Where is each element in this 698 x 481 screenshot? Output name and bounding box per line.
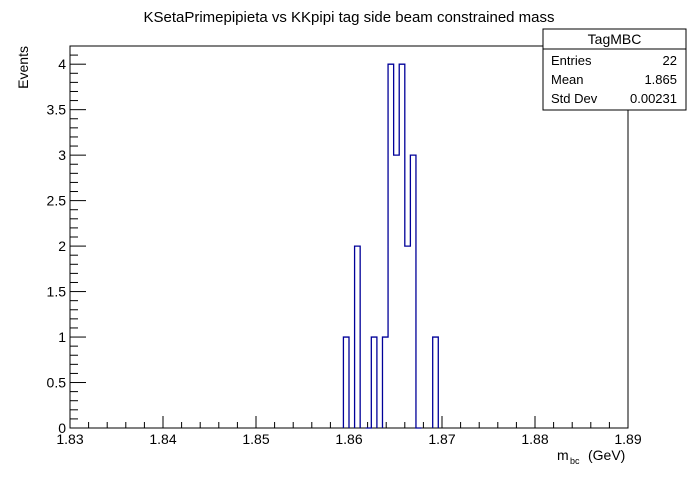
y-tick-label: 2 — [58, 238, 66, 254]
stats-mean-value: 1.865 — [644, 72, 677, 87]
stats-entries-value: 22 — [663, 53, 677, 68]
x-axis-label: m bc (GeV) — [557, 447, 625, 466]
x-tick-label: 1.83 — [56, 431, 83, 447]
chart-title: KSetaPrimepipieta vs KKpipi tag side bea… — [143, 9, 554, 26]
histogram-bin — [410, 155, 416, 428]
histogram-bin — [399, 64, 405, 428]
x-axis-label-sub: bc — [570, 456, 580, 466]
x-tick-label: 1.87 — [428, 431, 455, 447]
stats-stddev-label: Std Dev — [551, 91, 598, 106]
histogram-bin — [343, 337, 349, 428]
histogram-bin — [433, 337, 439, 428]
x-tick-label: 1.86 — [335, 431, 362, 447]
stats-entries-label: Entries — [551, 53, 592, 68]
histogram-bin — [371, 337, 377, 428]
histogram-outline — [342, 63, 439, 429]
y-axis-label: Events — [15, 46, 31, 89]
stats-mean-label: Mean — [551, 72, 584, 87]
y-tick-label: 0 — [58, 420, 66, 436]
axis-ticks: 1.83 1.84 1.85 1.86 1.87 1.88 1.89 0 0.5 1 1.5 2 2.5… — [47, 45, 642, 447]
stats-stddev-value: 0.00231 — [630, 91, 677, 106]
x-tick-label: 1.89 — [614, 431, 641, 447]
stats-box-title: TagMBC — [588, 31, 642, 47]
x-tick-label: 1.84 — [149, 431, 176, 447]
stats-box-frame — [542, 28, 687, 111]
x-axis-label-main: m — [557, 447, 569, 463]
y-tick-label: 1.5 — [47, 284, 67, 300]
y-tick-label: 4 — [58, 56, 66, 72]
x-tick-label: 1.85 — [242, 431, 269, 447]
y-tick-label: 3.5 — [47, 102, 67, 118]
histogram-bin — [388, 64, 394, 428]
histogram-bin — [405, 246, 411, 428]
stats-box: TagMBC Entries 22 Mean 1.865 Std Dev 0.0… — [542, 28, 687, 111]
y-tick-label: 3 — [58, 147, 66, 163]
y-tick-label: 0.5 — [47, 375, 67, 391]
x-axis-label-unit: (GeV) — [588, 447, 625, 463]
histogram-bin — [394, 155, 400, 428]
y-tick-label: 1 — [58, 329, 66, 345]
x-tick-label: 1.88 — [521, 431, 548, 447]
histogram-series — [342, 63, 439, 429]
histogram-bin — [355, 246, 361, 428]
y-tick-label: 2.5 — [47, 193, 67, 209]
histogram-bin — [382, 337, 388, 428]
